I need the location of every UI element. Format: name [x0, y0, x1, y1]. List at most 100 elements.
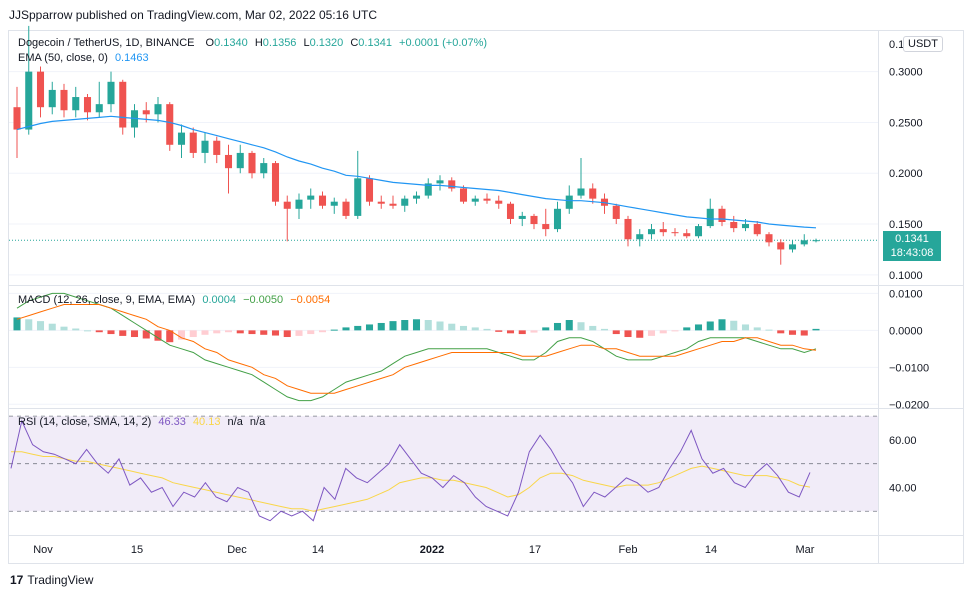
x-axis-label: 14	[705, 544, 717, 556]
macd-histogram-bar	[530, 330, 538, 333]
ema-value: 0.1463	[114, 52, 149, 64]
macd-histogram-bar	[718, 319, 726, 331]
macd-histogram-bar	[354, 325, 362, 331]
tradingview-logo[interactable]: 17 TradingView	[10, 573, 93, 587]
candle	[283, 201, 291, 209]
candle	[177, 132, 186, 145]
macd-histogram-bar	[283, 330, 291, 338]
candle	[741, 224, 750, 229]
candle	[530, 215, 538, 225]
candle	[412, 195, 421, 199]
candle	[765, 234, 773, 243]
macd-histogram-bar	[777, 330, 785, 334]
candle	[612, 205, 620, 219]
macd-line-value: −0.0050	[243, 294, 284, 306]
macd-histogram-bar	[248, 330, 256, 335]
rsi-legend: RSI (14, close, SMA, 14, 2) 46.33 40.13 …	[18, 416, 269, 428]
candle	[107, 81, 115, 105]
price-axis-tick: 0.2500	[889, 117, 923, 129]
macd-histogram-bar	[424, 320, 432, 331]
candle	[800, 240, 808, 245]
macd-histogram-bar	[765, 329, 773, 331]
macd-histogram-bar	[189, 330, 197, 338]
rsi-sma-line	[11, 451, 811, 512]
ema-label[interactable]: EMA (50, close, 0)	[18, 52, 108, 64]
candle	[518, 215, 526, 219]
candle	[483, 198, 491, 201]
macd-signal-value: −0.0054	[290, 294, 331, 306]
macd-histogram-bar	[577, 322, 585, 331]
high-value: 0.1356	[262, 37, 297, 49]
macd-histogram-bar	[459, 325, 468, 331]
macd-histogram-bar	[565, 320, 573, 331]
last-price-label: 0.1341 18:43:08	[883, 231, 941, 261]
price-axis-tick: 0.1	[889, 39, 904, 51]
tradingview-logo-icon: 17	[10, 573, 24, 587]
symbol-label[interactable]: Dogecoin / TetherUS, 1D, BINANCE	[18, 37, 195, 49]
macd-histogram-bar	[95, 330, 103, 333]
currency-badge[interactable]: USDT	[903, 36, 943, 52]
macd-histogram-bar	[483, 328, 491, 331]
candle	[389, 203, 397, 206]
candle	[224, 154, 233, 169]
price-axis-tick: 0.2000	[889, 168, 923, 180]
macd-histogram-bar	[683, 327, 691, 331]
price-axis-tick: 0.1500	[889, 219, 923, 231]
macd-histogram-bar	[224, 330, 233, 333]
macd-histogram-bar	[295, 330, 303, 336]
close-label: C	[350, 37, 359, 49]
candle	[83, 97, 92, 113]
macd-histogram-bar	[812, 328, 820, 331]
macd-histogram-bar	[48, 323, 56, 331]
macd-hist-value: 0.0004	[202, 294, 236, 306]
rsi-extra-2: n/a	[249, 416, 266, 428]
candle	[624, 218, 632, 240]
macd-axis-tick: 0.0100	[889, 288, 923, 300]
candle	[189, 132, 197, 153]
candle	[718, 208, 726, 223]
candle	[812, 240, 820, 242]
macd-histogram-bar	[25, 319, 33, 331]
candle	[95, 104, 103, 113]
candle	[683, 233, 691, 237]
candle	[365, 178, 374, 202]
rsi-line	[10, 419, 811, 522]
chart-frame[interactable]	[8, 30, 964, 564]
countdown-timer: 18:43:08	[890, 247, 934, 259]
macd-histogram-bar	[753, 327, 761, 331]
price-axis-tick: 0.3000	[889, 67, 923, 79]
macd-histogram-bar	[600, 328, 609, 331]
candle	[788, 244, 797, 250]
macd-histogram-bar	[412, 319, 421, 331]
macd-label[interactable]: MACD (12, 26, close, 9, EMA, EMA)	[18, 294, 196, 306]
macd-histogram-bar	[342, 327, 350, 331]
macd-histogram-bar	[36, 321, 45, 331]
candle	[60, 89, 68, 111]
x-axis-label: 14	[312, 544, 324, 556]
candle	[401, 198, 409, 206]
candle	[459, 188, 468, 202]
candle	[471, 198, 479, 202]
macd-histogram-bar	[271, 330, 280, 336]
x-axis-label: 17	[529, 544, 541, 556]
macd-histogram-bar	[377, 322, 385, 331]
x-axis-label: 2022	[420, 544, 444, 556]
candle	[72, 97, 80, 111]
macd-histogram-bar	[448, 323, 456, 331]
candle	[577, 188, 585, 196]
macd-axis-tick: −0.0200	[889, 399, 929, 411]
candle	[694, 226, 703, 237]
macd-histogram-bar	[800, 330, 808, 336]
price-legend: Dogecoin / TetherUS, 1D, BINANCE O0.1340…	[18, 37, 495, 49]
candle	[248, 152, 256, 174]
open-label: O	[205, 37, 215, 49]
candle	[119, 81, 127, 128]
change-value: +0.0001 (+0.07%)	[399, 37, 488, 49]
candle	[318, 195, 327, 206]
macd-histogram-bar	[706, 321, 714, 331]
macd-histogram-bar	[589, 325, 597, 331]
candle	[330, 201, 338, 206]
rsi-label[interactable]: RSI (14, close, SMA, 14, 2)	[18, 416, 152, 428]
macd-histogram-bar	[730, 320, 738, 331]
